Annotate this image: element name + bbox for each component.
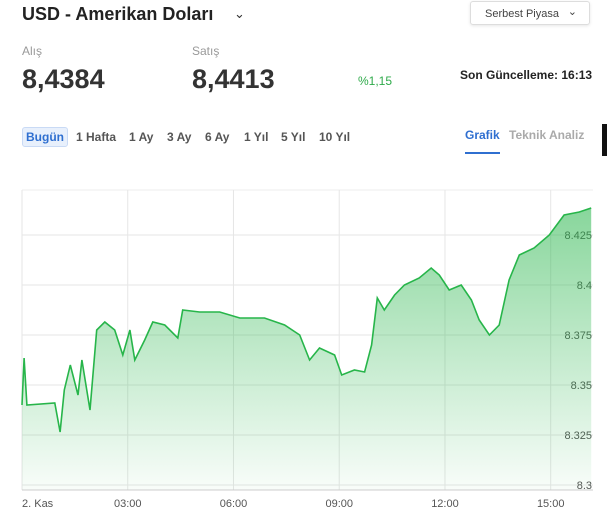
updated: Son Güncelleme: 16:13 <box>460 68 593 82</box>
x-tick-label: 03:00 <box>114 498 142 510</box>
range-tab[interactable]: 3 Ay <box>167 130 192 144</box>
view-tab[interactable]: Teknik Analiz <box>509 128 585 142</box>
area <box>22 208 592 490</box>
sell-label: Satış <box>192 44 220 58</box>
page-title: USD - Amerikan Doları <box>22 4 214 24</box>
range-tab[interactable]: 1 Yıl <box>244 130 269 144</box>
range-tab[interactable]: 10 Yıl <box>319 130 351 144</box>
title-chevron[interactable]: ⌄ <box>234 6 245 21</box>
sell-value: 8,4413 <box>192 64 275 94</box>
price-line <box>21 207 592 433</box>
buy-label: Alış <box>22 44 43 58</box>
x-tick-label: 09:00 <box>325 498 353 510</box>
range-tab[interactable]: 1 Hafta <box>76 130 117 144</box>
x-tick-label: 06:00 <box>220 498 248 510</box>
market-label: Serbest Piyasa <box>485 8 559 20</box>
buy-value: 8,4384 <box>22 64 105 94</box>
x-tick-label: 12:00 <box>431 498 459 510</box>
dropdown-chevron: ⌄ <box>567 6 577 18</box>
edge-bar <box>602 124 607 156</box>
view-tab[interactable]: Grafik <box>465 128 500 154</box>
range-tab[interactable]: 1 Ay <box>129 130 154 144</box>
market-dropdown[interactable]: Serbest Piyasa ⌄ <box>470 1 590 25</box>
range-tab[interactable]: 6 Ay <box>205 130 230 144</box>
x-tick-label: 15:00 <box>537 498 565 510</box>
change: %1,15 <box>358 74 393 88</box>
range-tab[interactable]: 5 Yıl <box>281 130 306 144</box>
x-tick-label: 2. Kas <box>22 498 54 510</box>
range-tab[interactable]: Bugün <box>22 127 68 147</box>
